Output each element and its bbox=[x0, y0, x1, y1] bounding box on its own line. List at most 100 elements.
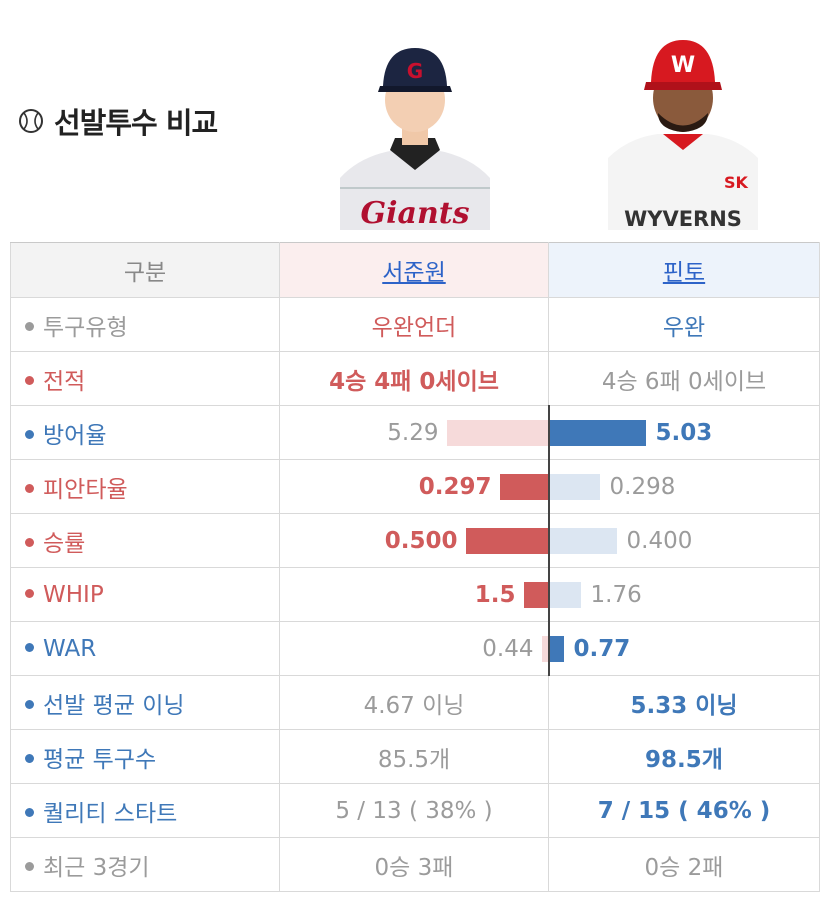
table-header-row: 구분 서준원 핀토 bbox=[10, 242, 820, 298]
right-value: 98.5개 bbox=[548, 729, 820, 784]
right-bar-cell: 1.76 bbox=[547, 567, 820, 622]
row-label: WHIP bbox=[10, 567, 280, 622]
bullet-dot bbox=[25, 429, 34, 439]
header-player-left: 서준원 bbox=[279, 242, 549, 298]
left-bar-cell: 0.297 bbox=[279, 459, 549, 514]
bullet-dot bbox=[25, 588, 34, 598]
row-label-text: 최근 3경기 bbox=[43, 854, 150, 881]
row-label-text: 피안타율 bbox=[43, 476, 128, 503]
bullet-dot bbox=[25, 321, 34, 331]
row-label: 투구유형 bbox=[10, 297, 280, 352]
row-label: WAR bbox=[10, 621, 280, 676]
left-bar-cell: 1.5 bbox=[279, 567, 549, 622]
right-value: 우완 bbox=[548, 297, 820, 352]
row-label: 방어율 bbox=[10, 405, 280, 460]
left-value: 4.67 이닝 bbox=[279, 675, 549, 730]
table-row: 퀄리티 스타트 5 / 13 ( 38% ) 7 / 15 ( 46% ) bbox=[10, 783, 820, 838]
left-bar-cell: 0.44 bbox=[279, 621, 549, 676]
left-value: 5 / 13 ( 38% ) bbox=[279, 783, 549, 838]
table-row: WAR 0.44 0.77 bbox=[10, 621, 820, 676]
baseball-icon bbox=[19, 109, 43, 133]
right-value: 5.33 이닝 bbox=[548, 675, 820, 730]
table-row: 선발 평균 이닝 4.67 이닝 5.33 이닝 bbox=[10, 675, 820, 730]
jersey-text: WYVERNS bbox=[624, 207, 742, 230]
right-value: 0.77 bbox=[573, 635, 631, 662]
table-row: WHIP 1.5 1.76 bbox=[10, 567, 820, 622]
player-photo-left[interactable]: G Giants bbox=[340, 38, 490, 230]
row-label: 전적 bbox=[10, 351, 280, 406]
right-bar bbox=[549, 581, 581, 608]
table-row: 승률 0.500 0.400 bbox=[10, 513, 820, 568]
section-title: 선발투수 비교 bbox=[54, 106, 218, 140]
right-bar bbox=[549, 635, 564, 662]
right-value: 5.03 bbox=[655, 419, 713, 446]
section-header: 선발투수 비교 bbox=[18, 100, 218, 142]
left-value: 0.297 bbox=[418, 473, 492, 500]
right-bar-cell: 5.03 bbox=[547, 405, 820, 460]
left-value: 0승 3패 bbox=[279, 837, 549, 892]
row-label: 퀄리티 스타트 bbox=[10, 783, 280, 838]
row-label: 피안타율 bbox=[10, 459, 280, 514]
jersey-text: Giants bbox=[360, 196, 469, 230]
right-bar-cell: 0.298 bbox=[547, 459, 820, 514]
left-bar bbox=[499, 473, 548, 500]
row-label-text: WHIP bbox=[43, 581, 104, 608]
left-value: 85.5개 bbox=[279, 729, 549, 784]
left-value: 0.44 bbox=[482, 635, 534, 662]
row-label-text: 전적 bbox=[43, 368, 86, 395]
left-value: 우완언더 bbox=[279, 297, 549, 352]
bullet-dot bbox=[25, 753, 34, 763]
table-row: 전적 4승 4패 0세이브 4승 6패 0세이브 bbox=[10, 351, 820, 406]
right-value: 0.298 bbox=[609, 473, 676, 500]
left-bar-cell: 0.500 bbox=[279, 513, 549, 568]
table-row: 투구유형 우완언더 우완 bbox=[10, 297, 820, 352]
right-bar-cell: 0.400 bbox=[547, 513, 820, 568]
table-row: 평균 투구수 85.5개 98.5개 bbox=[10, 729, 820, 784]
row-label-text: 투구유형 bbox=[43, 314, 128, 341]
left-value: 4승 4패 0세이브 bbox=[279, 351, 549, 406]
right-value: 1.76 bbox=[590, 581, 642, 608]
jersey-badge: SK bbox=[724, 173, 749, 192]
row-label-text: 방어율 bbox=[43, 422, 107, 449]
bullet-dot bbox=[25, 642, 34, 652]
right-bar bbox=[549, 419, 646, 446]
table-row: 피안타율 0.297 0.298 bbox=[10, 459, 820, 514]
right-value: 0승 2패 bbox=[548, 837, 820, 892]
left-bar bbox=[446, 419, 548, 446]
table-row: 방어율 5.29 5.03 bbox=[10, 405, 820, 460]
right-bar bbox=[549, 473, 600, 500]
left-value: 0.500 bbox=[384, 527, 458, 554]
left-value: 1.5 bbox=[474, 581, 516, 608]
left-bar bbox=[523, 581, 548, 608]
bullet-dot bbox=[25, 699, 34, 709]
header-player-right: 핀토 bbox=[548, 242, 820, 298]
row-label: 평균 투구수 bbox=[10, 729, 280, 784]
player-link-right[interactable]: 핀토 bbox=[662, 260, 706, 286]
row-label: 선발 평균 이닝 bbox=[10, 675, 280, 730]
cap-logo: G bbox=[407, 59, 423, 83]
right-bar bbox=[549, 527, 617, 554]
left-bar bbox=[541, 635, 548, 662]
right-bar-cell: 0.77 bbox=[547, 621, 820, 676]
row-label-text: 선발 평균 이닝 bbox=[43, 692, 185, 719]
player-photo-right[interactable]: W SK WYVERNS bbox=[608, 38, 758, 230]
left-value: 5.29 bbox=[387, 419, 439, 446]
bullet-dot bbox=[25, 537, 34, 547]
row-label-text: WAR bbox=[43, 635, 97, 662]
comparison-table: 구분 서준원 핀토 투구유형 우완언더 우완 전적 4승 4패 0세이브 4승 … bbox=[10, 242, 820, 892]
header-label: 구분 bbox=[10, 242, 280, 298]
player-link-left[interactable]: 서준원 bbox=[382, 260, 446, 286]
row-label: 승률 bbox=[10, 513, 280, 568]
bullet-dot bbox=[25, 807, 34, 817]
right-value: 0.400 bbox=[626, 527, 693, 554]
cap-logo: W bbox=[671, 53, 695, 78]
row-label-text: 승률 bbox=[43, 530, 86, 557]
left-bar bbox=[465, 527, 548, 554]
right-value: 4승 6패 0세이브 bbox=[548, 351, 820, 406]
left-bar-cell: 5.29 bbox=[279, 405, 549, 460]
row-label-text: 퀄리티 스타트 bbox=[43, 800, 178, 827]
bullet-dot bbox=[25, 375, 34, 385]
bullet-dot bbox=[25, 861, 34, 871]
row-label: 최근 3경기 bbox=[10, 837, 280, 892]
right-value: 7 / 15 ( 46% ) bbox=[548, 783, 820, 838]
